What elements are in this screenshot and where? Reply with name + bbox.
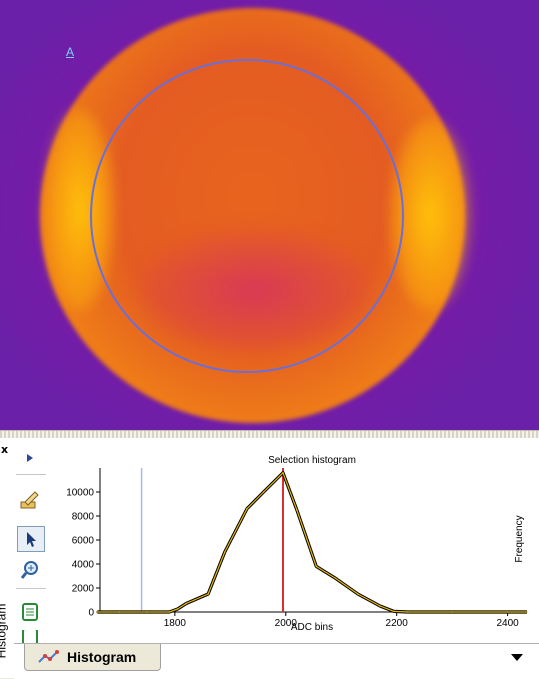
edit-pencil-icon[interactable] [17, 488, 43, 512]
marker-label[interactable]: A [66, 45, 74, 59]
y-tick-label: 0 [88, 608, 94, 619]
data-point [96, 611, 98, 613]
thermal-image-view[interactable]: A [0, 0, 539, 430]
x-tick-label: 1800 [164, 618, 187, 629]
y-axis-label: Frequency [514, 515, 525, 562]
histogram-icon [37, 648, 61, 666]
data-point [335, 578, 337, 580]
zoom-icon[interactable] [17, 558, 43, 582]
roi-circle[interactable] [91, 60, 403, 372]
vertical-histogram-tab[interactable]: Histogram [0, 596, 14, 668]
data-point [526, 611, 528, 613]
data-point [224, 551, 226, 553]
expand-arrow-icon[interactable] [17, 446, 43, 470]
x-axis-label: ADC bins [291, 622, 333, 633]
y-tick-label: 10000 [66, 488, 94, 499]
series-outline [97, 473, 527, 612]
data-point [393, 611, 395, 613]
data-point [407, 611, 409, 613]
y-tick-label: 4000 [72, 560, 95, 571]
data-point [379, 605, 381, 607]
y-tick-label: 2000 [72, 584, 95, 595]
data-point [207, 593, 209, 595]
y-tick-label: 8000 [72, 512, 95, 523]
report-icon[interactable] [17, 600, 43, 624]
vertical-tab-label: Histogram [0, 604, 8, 659]
chevron-down-icon[interactable] [510, 652, 524, 662]
histogram-tab-label: Histogram [67, 649, 136, 665]
roi-overlay [0, 0, 539, 430]
x-tick-label: 2200 [386, 618, 409, 629]
histogram-chart[interactable]: Selection histogram ADC bins Frequency 0… [52, 446, 539, 636]
data-point [119, 611, 121, 613]
select-cursor-icon[interactable] [17, 526, 45, 552]
histogram-tab[interactable]: Histogram [24, 644, 161, 671]
data-point [282, 472, 284, 474]
x-tick-label: 2400 [496, 618, 519, 629]
data-point [451, 611, 453, 613]
data-point [246, 508, 248, 510]
y-tick-label: 6000 [72, 536, 95, 547]
x-tick-label: 2000 [275, 618, 298, 629]
histogram-toolbar [14, 446, 48, 646]
data-point [146, 611, 148, 613]
close-panel-button[interactable]: x [1, 444, 11, 456]
data-point [169, 611, 171, 613]
data-point [263, 491, 265, 493]
data-point [357, 593, 359, 595]
data-point [507, 611, 509, 613]
data-point [177, 608, 179, 610]
toolbar-separator [16, 474, 46, 475]
data-point [193, 599, 195, 601]
report2-icon[interactable] [17, 630, 43, 644]
data-point [315, 566, 317, 568]
data-point [185, 603, 187, 605]
bottom-tab-bar: Histogram [14, 643, 539, 679]
chart-title: Selection histogram [268, 455, 356, 466]
toolbar-separator [16, 588, 46, 589]
series-line [97, 473, 527, 612]
data-point [296, 509, 298, 511]
